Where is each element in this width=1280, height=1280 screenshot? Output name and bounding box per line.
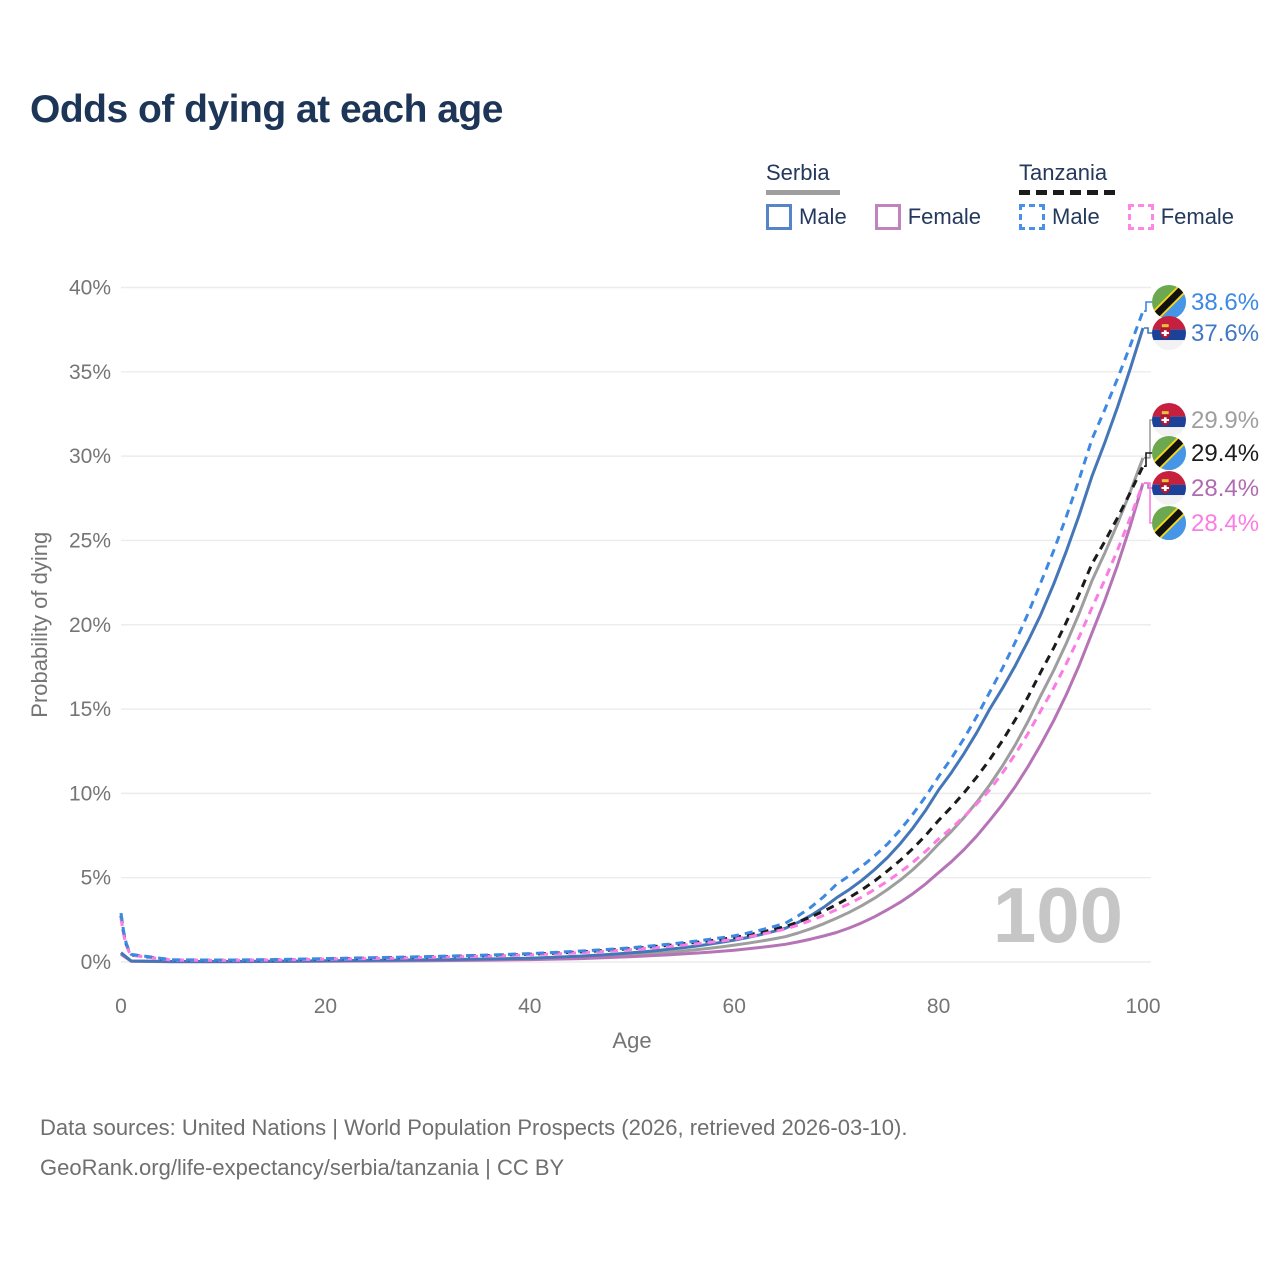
legend-serbia-male-checkbox[interactable]: Male <box>766 204 847 230</box>
series-line-tanzania-female <box>119 482 1145 962</box>
leader-line-tanzania-male <box>1144 301 1152 312</box>
serbia-male-swatch-icon <box>766 204 792 230</box>
y-tick-label: 0% <box>81 951 111 974</box>
legend-group-tanzania: Tanzania Male Female <box>1019 160 1256 230</box>
serbia-female-swatch-icon <box>874 204 901 230</box>
tanzania-flag-icon <box>1152 436 1186 470</box>
legend-tanzania-female-checkbox[interactable]: Female <box>1127 204 1235 230</box>
y-tick-label: 10% <box>69 782 111 805</box>
y-tick-label: 20% <box>69 614 111 637</box>
y-tick-label: 15% <box>69 698 111 721</box>
series-line-serbia-female <box>120 482 1145 964</box>
legend-tanzania-female-label: Female <box>1160 204 1235 229</box>
serbia-flag-icon <box>1152 471 1186 505</box>
y-tick-label: 35% <box>69 361 111 384</box>
y-axis-title: Probability of dying <box>27 532 52 718</box>
page-title: Odds of dying at each age <box>30 88 503 131</box>
series-line-serbia-male <box>120 327 1145 963</box>
legend-serbia-line-sample <box>766 190 840 195</box>
x-tick-label: 100 <box>1125 995 1160 1018</box>
end-value-label-tanzania-female: 28.4% <box>1191 510 1259 537</box>
tanzania-female-swatch-icon <box>1127 204 1154 230</box>
serbia-flag-icon <box>1152 403 1186 437</box>
end-value-label-serbia-female: 28.4% <box>1191 475 1259 502</box>
legend-serbia-title: Serbia <box>766 160 830 185</box>
series-line-tanzania-all <box>119 465 1145 962</box>
y-tick-label: 5% <box>81 867 111 890</box>
end-value-label-tanzania-male: 38.6% <box>1191 289 1259 316</box>
legend-serbia-female-label: Female <box>907 204 982 229</box>
legend-tanzania-male-checkbox[interactable]: Male <box>1019 204 1100 230</box>
leader-line-tanzania-all <box>1144 452 1152 467</box>
tanzania-male-swatch-icon <box>1019 204 1045 230</box>
watermark-age-label: 100 <box>993 871 1123 959</box>
legend-serbia-female-checkbox[interactable]: Female <box>874 204 982 230</box>
series-line-tanzania-male <box>119 310 1145 962</box>
y-tick-label: 40% <box>69 277 111 300</box>
legend-serbia-male-label: Male <box>799 204 847 229</box>
data-source-note: Data sources: United Nations | World Pop… <box>40 1108 907 1188</box>
x-tick-label: 80 <box>927 995 950 1018</box>
legend-tanzania-title: Tanzania <box>1019 160 1108 185</box>
x-tick-label: 60 <box>723 995 746 1018</box>
x-tick-label: 20 <box>314 995 337 1018</box>
x-tick-label: 40 <box>518 995 541 1018</box>
end-value-label-serbia-all: 29.9% <box>1191 407 1259 434</box>
serbia-flag-icon <box>1152 316 1186 350</box>
leader-line-tanzania-female <box>1144 482 1152 524</box>
y-tick-label: 30% <box>69 445 111 468</box>
leader-line-serbia-male <box>1144 327 1152 334</box>
x-axis-title: Age <box>612 1028 651 1053</box>
end-value-label-tanzania-all: 29.4% <box>1191 440 1259 467</box>
x-tick-label: 0 <box>115 995 127 1018</box>
legend-group-serbia: Serbia Male Female <box>766 160 1003 230</box>
legend-tanzania-line-sample <box>1019 190 1120 195</box>
end-value-label-serbia-male: 37.6% <box>1191 320 1259 347</box>
tanzania-flag-icon <box>1152 506 1186 540</box>
leader-line-serbia-all <box>1144 419 1152 459</box>
legend-tanzania-male-label: Male <box>1052 204 1100 229</box>
footer-line-1: Data sources: United Nations | World Pop… <box>40 1115 908 1140</box>
footer-line-2: GeoRank.org/life-expectancy/serbia/tanza… <box>40 1155 565 1180</box>
y-tick-label: 25% <box>69 529 111 552</box>
